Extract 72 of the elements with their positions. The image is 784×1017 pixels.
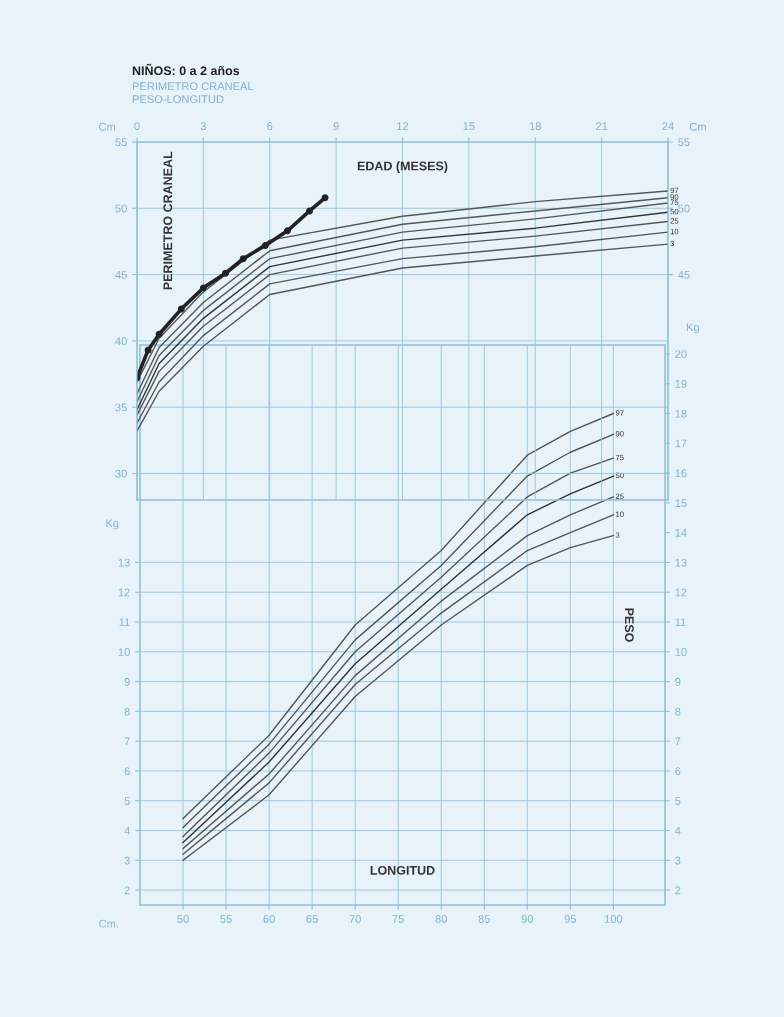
y2-tick-label: 15 bbox=[675, 499, 687, 508]
y2-tick-label: 20 bbox=[675, 350, 687, 359]
chart-title: NIÑOS: 0 a 2 años bbox=[132, 63, 240, 76]
x-tick-label: 50 bbox=[177, 915, 189, 923]
x-tick-label: 9 bbox=[333, 122, 339, 131]
x-tick-label: 24 bbox=[662, 122, 674, 130]
y-tick-label: 13 bbox=[118, 558, 130, 567]
text: Cm bbox=[689, 122, 706, 131]
x-tick-label: 60 bbox=[263, 915, 275, 923]
x-tick-label: 55 bbox=[220, 915, 232, 923]
y2-axis-title: PESO bbox=[624, 608, 634, 642]
y2-tick-label: 10 bbox=[675, 648, 687, 656]
y2-tick-label: 18 bbox=[675, 409, 687, 418]
y2-tick-label: 4 bbox=[674, 826, 681, 835]
text: Kg bbox=[686, 323, 699, 334]
y2-tick-label: 50 bbox=[678, 204, 690, 213]
y-tick-label: 5 bbox=[124, 797, 130, 805]
x-axis-title: LONGITUD bbox=[370, 865, 435, 875]
y2-tick-label: 45 bbox=[677, 270, 690, 279]
y-tick-label: 6 bbox=[124, 767, 130, 776]
y2-tick-label: 9 bbox=[675, 677, 681, 686]
y2-tick-label: 3 bbox=[675, 856, 681, 865]
y-tick-label: 2 bbox=[124, 886, 130, 895]
x-tick-label: 3 bbox=[200, 122, 206, 131]
x-tick-label: 70 bbox=[349, 915, 361, 923]
y-tick-label: 35 bbox=[115, 403, 127, 412]
x-tick-label: 12 bbox=[397, 122, 409, 130]
x-tick-label: 21 bbox=[596, 122, 608, 130]
x-tick-label: 6 bbox=[267, 122, 273, 131]
y2-tick-label: 5 bbox=[675, 797, 681, 805]
y-tick-label: 10 bbox=[118, 648, 130, 656]
y2-tick-label: 55 bbox=[678, 138, 690, 147]
y2-tick-label: 2 bbox=[675, 886, 681, 895]
y2-tick-label: 12 bbox=[675, 588, 687, 597]
y-tick-label: 11 bbox=[119, 618, 130, 627]
x-tick-label: 95 bbox=[564, 915, 577, 923]
x-tick-label: 0 bbox=[134, 122, 140, 131]
x-tick-label: 85 bbox=[478, 915, 490, 923]
x-tick-label: 75 bbox=[392, 915, 404, 923]
y2-tick-label: 19 bbox=[675, 379, 687, 388]
y-tick-label: 55 bbox=[115, 138, 127, 147]
y-tick-label: 50 bbox=[115, 204, 127, 213]
x-tick-label: 65 bbox=[306, 915, 318, 923]
y-tick-label: 4 bbox=[124, 826, 130, 835]
y-tick-label: 3 bbox=[124, 856, 130, 865]
x-tick-label: 90 bbox=[521, 915, 534, 923]
y2-tick-label: 14 bbox=[675, 529, 687, 537]
y-tick-label: 40 bbox=[115, 337, 127, 346]
x-tick-label: 80 bbox=[435, 915, 447, 923]
text: Kg bbox=[106, 519, 119, 530]
text: Cm. bbox=[99, 919, 118, 928]
y2-tick-label: 16 bbox=[675, 469, 687, 478]
y-tick-label: 12 bbox=[118, 588, 130, 597]
x-axis-title: EDAD (MESES) bbox=[357, 161, 448, 173]
y-tick-label: 30 bbox=[115, 469, 127, 478]
y-tick-label: 9 bbox=[124, 677, 130, 686]
y-axis-title: PERIMETRO CRANEAL bbox=[163, 151, 173, 290]
text: Cm bbox=[99, 122, 116, 131]
x-tick-label: 15 bbox=[463, 122, 475, 131]
y2-tick-label: 7 bbox=[675, 737, 681, 746]
y2-tick-label: 8 bbox=[675, 707, 681, 716]
x-tick-label: 100 bbox=[604, 915, 623, 923]
x-tick-label: 18 bbox=[529, 122, 541, 131]
chart-subtitle: PERIMETRO CRANEAL bbox=[132, 82, 254, 91]
chart-subtitle: PESO-LONGITUD bbox=[132, 95, 224, 104]
y-tick-label: 45 bbox=[115, 270, 127, 279]
y2-tick-label: 17 bbox=[675, 439, 687, 448]
y2-tick-label: 11 bbox=[675, 618, 686, 627]
y2-tick-label: 13 bbox=[675, 558, 687, 567]
y-tick-label: 7 bbox=[124, 737, 130, 746]
y-tick-label: 8 bbox=[124, 707, 130, 716]
y2-tick-label: 6 bbox=[675, 767, 681, 776]
